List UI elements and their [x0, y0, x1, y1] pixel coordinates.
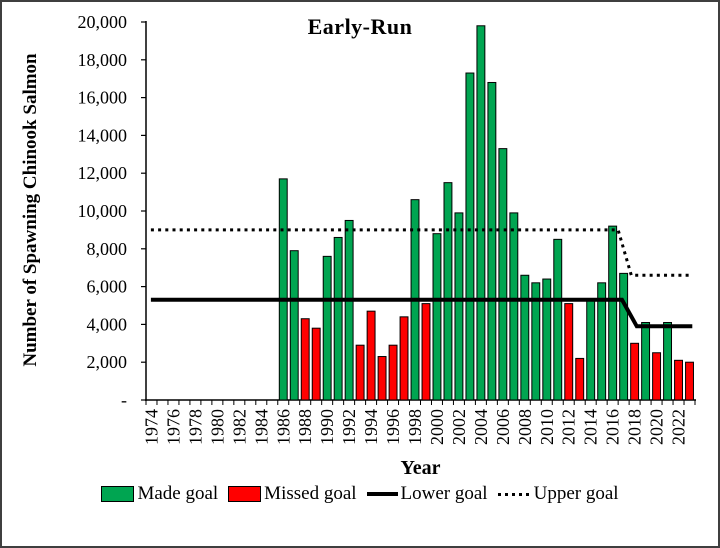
x-tick-label: 2002: [449, 409, 469, 445]
x-tick-label: 1988: [295, 409, 315, 445]
x-tick-label: 1986: [273, 409, 293, 445]
bar-2023: [685, 361, 694, 401]
x-tick-label: 2012: [559, 409, 579, 445]
x-tick-label: 2000: [427, 409, 447, 445]
y-tick-label: 16,000: [78, 88, 128, 108]
x-tick-label: 1978: [185, 409, 205, 445]
bar-2020: [652, 352, 662, 401]
legend-item-lower-goal: Lower goal: [366, 483, 488, 505]
x-tick-label: 1976: [163, 409, 183, 445]
bar-2017: [619, 272, 629, 401]
legend-label: Upper goal: [533, 483, 619, 504]
x-tick-label: 1990: [317, 409, 337, 445]
x-tick-label: 2020: [647, 409, 667, 445]
y-tick-label: 10,000: [78, 201, 128, 221]
bar-1997: [399, 316, 409, 401]
bar-2018: [630, 342, 640, 401]
bar-2013: [575, 357, 585, 401]
x-tick-label: 1982: [229, 409, 249, 445]
bar-2001: [443, 182, 453, 401]
bar-2010: [542, 278, 552, 401]
bar-2021: [663, 322, 673, 401]
y-tick-label: -: [121, 390, 127, 410]
upper-goal-marker-icon: [497, 492, 531, 496]
bar-1988: [300, 318, 310, 401]
bar-2014: [586, 299, 596, 401]
bar-2009: [531, 282, 541, 401]
bar-1994: [366, 310, 376, 401]
x-tick-label: 2016: [603, 409, 623, 445]
bar-2002: [454, 212, 464, 401]
bar-2003: [465, 72, 475, 401]
bar-2012: [564, 303, 574, 401]
x-axis-title: Year: [400, 457, 441, 479]
bar-2007: [509, 212, 519, 401]
legend-item-missed-goal: Missed goal: [228, 483, 357, 505]
bar-2006: [498, 148, 508, 401]
lower-goal-marker-icon: [366, 492, 398, 496]
y-tick-label: 12,000: [78, 163, 128, 183]
bar-2008: [520, 274, 530, 401]
x-tick-label: 2014: [581, 409, 601, 445]
legend-label: Missed goal: [264, 483, 357, 504]
y-tick-label: 4,000: [87, 314, 128, 334]
lower-goal-line: [150, 297, 693, 329]
bar-2004: [476, 25, 486, 401]
made-goal-marker-icon: [101, 486, 135, 502]
legend-item-upper-goal: Upper goal: [497, 483, 619, 505]
bar-1999: [421, 303, 431, 401]
x-tick-label: 1998: [405, 409, 425, 445]
bar-1991: [333, 236, 343, 401]
x-tick-label: 2010: [537, 409, 557, 445]
bar-2000: [432, 233, 442, 401]
y-tick-label: 6,000: [87, 277, 128, 297]
legend-label: Lower goal: [400, 483, 488, 504]
bar-2011: [553, 238, 563, 401]
x-tick-label: 1994: [361, 409, 381, 445]
missed-goal-marker-icon: [228, 486, 262, 502]
chart-title: Early-Run: [307, 14, 413, 39]
upper-goal-line: [150, 228, 693, 277]
x-tick-label: 1980: [207, 409, 227, 445]
bar-1987: [289, 250, 299, 401]
y-tick-label: 8,000: [87, 239, 128, 259]
x-tick-label: 1984: [251, 409, 271, 445]
bar-2022: [674, 359, 683, 401]
bar-1996: [388, 344, 398, 401]
bar-1989: [311, 327, 321, 401]
bar-2019: [641, 322, 651, 401]
bar-1990: [322, 255, 332, 401]
x-tick-label: 2004: [471, 409, 491, 445]
y-tick-label: 20,000: [78, 12, 128, 32]
legend-item-made-goal: Made goal: [101, 483, 218, 505]
x-tick-label: 1992: [339, 409, 359, 445]
x-tick-label: 2018: [625, 409, 645, 445]
bar-2005: [487, 81, 497, 401]
y-tick-label: 2,000: [87, 352, 128, 372]
bar-1993: [355, 344, 365, 401]
bar-2015: [597, 282, 607, 401]
bar-2016: [608, 225, 618, 401]
legend: Made goal Missed goal Lower goal Upper goal: [0, 483, 720, 505]
bar-1995: [377, 356, 387, 401]
x-tick-label: 1974: [141, 409, 161, 445]
y-tick-label: 14,000: [78, 125, 128, 145]
x-tick-label: 2006: [493, 409, 513, 445]
x-tick-label: 1996: [383, 409, 403, 445]
y-tick-label: 18,000: [78, 50, 128, 70]
legend-label: Made goal: [137, 483, 219, 504]
bar-1992: [344, 219, 354, 401]
bar-1986: [278, 178, 288, 401]
x-tick-label: 2008: [515, 409, 535, 445]
x-tick-label: 2022: [669, 409, 689, 445]
